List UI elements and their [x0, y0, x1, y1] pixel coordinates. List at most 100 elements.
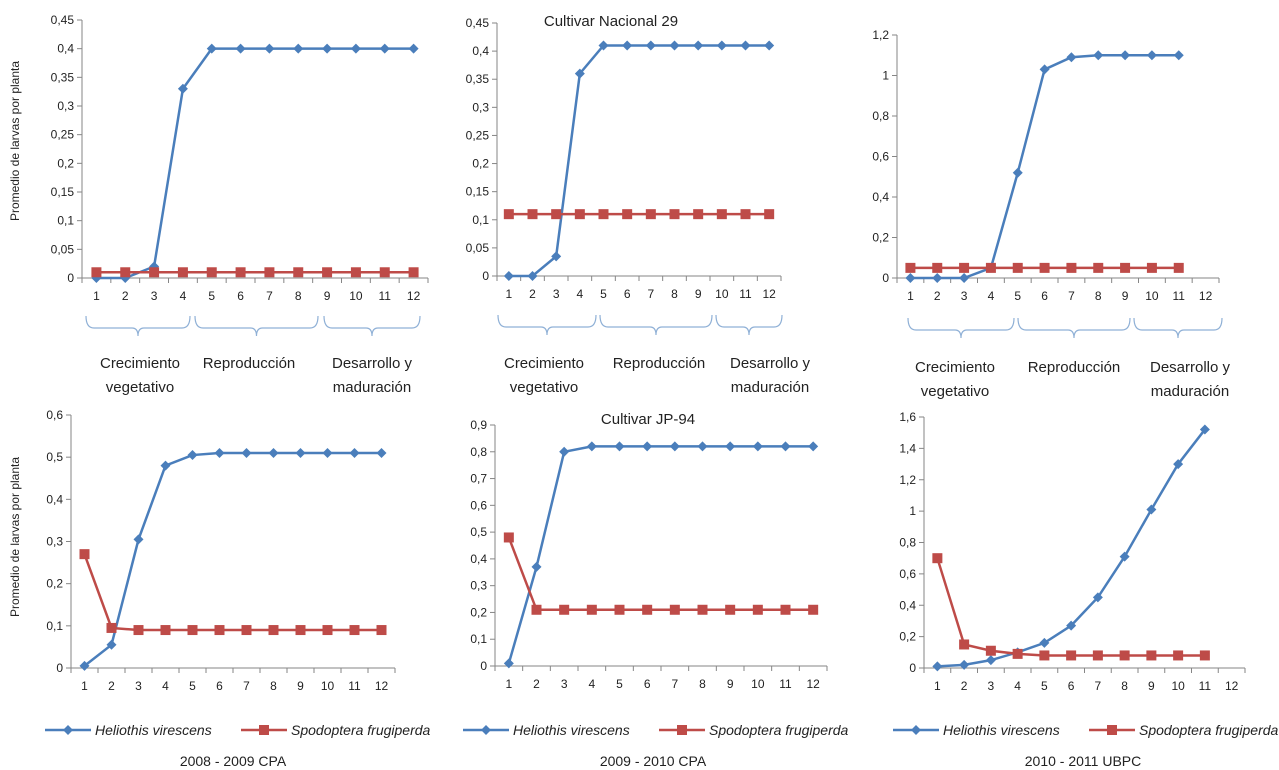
- panel-bottom-right: 00,20,40,60,811,21,41,61 2 3 4 5 6 7 8 9 10 11 12: [899, 410, 1246, 693]
- cultivar-title-top: Cultivar Nacional 29: [544, 13, 678, 30]
- data-point-heliothis: [740, 40, 751, 51]
- phase-label: Reproducción: [1028, 359, 1121, 376]
- data-point-heliothis: [503, 658, 514, 669]
- data-point-heliothis: [669, 441, 680, 452]
- data-point-heliothis: [1173, 459, 1184, 470]
- data-point-heliothis: [214, 447, 225, 458]
- data-point-heliothis: [322, 447, 333, 458]
- x-tick-label: 7: [647, 287, 654, 301]
- data-point-spodoptera: [235, 267, 246, 278]
- data-point-heliothis: [985, 655, 996, 666]
- y-tick-label: 0,1: [46, 619, 63, 633]
- y-tick-label: 0,05: [51, 242, 75, 256]
- data-point-heliothis: [187, 450, 198, 461]
- x-tick-label: 10: [349, 289, 363, 303]
- x-tick-label: 6: [216, 679, 223, 693]
- data-point-heliothis: [322, 43, 333, 54]
- y-tick-label: 0,2: [472, 157, 489, 171]
- phase-label: Desarrollo y maduración: [730, 355, 811, 396]
- legend-marker-spodoptera: [259, 725, 269, 735]
- data-point-heliothis: [1119, 551, 1130, 562]
- data-point-spodoptera: [559, 604, 570, 615]
- data-point-heliothis: [1093, 50, 1104, 61]
- period-caption-middle: 2009 - 2010 CPA: [600, 753, 707, 769]
- x-tick-label: 11: [379, 289, 392, 303]
- data-point-spodoptera: [551, 209, 562, 220]
- data-point-spodoptera: [214, 625, 225, 636]
- x-tick-label: 3: [561, 677, 568, 691]
- data-point-spodoptera: [91, 267, 102, 278]
- x-tick-label: 2: [961, 679, 968, 693]
- data-point-spodoptera: [586, 604, 597, 615]
- data-point-heliothis: [376, 447, 387, 458]
- data-point-heliothis: [1120, 50, 1131, 61]
- data-point-heliothis: [527, 271, 538, 281]
- y-tick-label: 0,7: [470, 472, 487, 486]
- data-point-heliothis: [780, 441, 791, 452]
- data-point-heliothis: [932, 273, 943, 283]
- data-point-spodoptera: [614, 604, 625, 615]
- phase-brace: [1017, 317, 1131, 339]
- data-point-spodoptera: [322, 625, 333, 636]
- y-tick-label: 1,2: [899, 473, 916, 487]
- legend-label-spodoptera: Spodoptera frugiperda: [291, 722, 431, 738]
- phase-brace: [497, 314, 597, 336]
- x-tick-label: 9: [695, 287, 702, 301]
- y-tick-label: 0,2: [57, 156, 74, 170]
- y-axis-label-bottom: Promedio de larvas por planta: [8, 457, 22, 617]
- data-point-spodoptera: [642, 604, 653, 615]
- panel-top-right: 00,20,40,60,811,21 2 3 4 5 6 7 8 9 10 11 12: [872, 28, 1220, 303]
- data-point-spodoptera: [349, 625, 360, 636]
- data-point-heliothis: [295, 447, 306, 458]
- data-point-heliothis: [264, 43, 275, 54]
- data-point-spodoptera: [740, 209, 751, 220]
- series-line-spodoptera: [83, 553, 382, 632]
- y-tick-label: 0,9: [470, 418, 487, 432]
- legend-middle: Heliothis virescens Spodoptera frugiperda: [463, 722, 849, 738]
- data-point-heliothis: [379, 43, 390, 54]
- data-point-spodoptera: [1119, 650, 1130, 661]
- data-point-spodoptera: [322, 267, 333, 278]
- data-point-spodoptera: [959, 639, 970, 650]
- data-point-spodoptera: [1120, 262, 1131, 273]
- data-point-spodoptera: [808, 604, 819, 615]
- x-tick-label: 11: [1199, 679, 1212, 693]
- data-point-spodoptera: [1173, 262, 1184, 273]
- data-point-heliothis: [1199, 424, 1210, 435]
- data-point-spodoptera: [79, 549, 90, 560]
- x-tick-label: 1: [81, 679, 88, 693]
- series-line-spodoptera: [507, 537, 814, 612]
- y-tick-label: 0,1: [472, 213, 489, 227]
- data-point-spodoptera: [120, 267, 131, 278]
- x-tick-label: 10: [715, 287, 729, 301]
- y-tick-label: 0,4: [472, 44, 489, 58]
- data-point-spodoptera: [693, 209, 704, 220]
- data-point-spodoptera: [1146, 262, 1157, 273]
- y-tick-label: 0,5: [470, 525, 487, 539]
- x-tick-label: 11: [779, 677, 792, 691]
- x-tick-label: 11: [1173, 289, 1186, 303]
- phase-brace: [85, 315, 191, 337]
- x-tick-label: 12: [1199, 289, 1213, 303]
- x-tick-label: 11: [739, 287, 752, 301]
- data-point-spodoptera: [697, 604, 708, 615]
- x-tick-label: 2: [529, 287, 536, 301]
- y-tick-label: 0,6: [470, 498, 487, 512]
- x-tick-label: 4: [576, 287, 583, 301]
- x-tick-label: 5: [1041, 679, 1048, 693]
- y-tick-label: 0: [882, 271, 889, 285]
- data-point-spodoptera: [905, 262, 916, 273]
- y-tick-label: 0,4: [470, 552, 487, 566]
- panel-top-middle: 00,050,10,150,20,250,30,350,40,451 2 3 4 5 6 7…: [466, 16, 782, 301]
- y-tick-label: 0,2: [46, 577, 63, 591]
- y-tick-label: 1,6: [899, 410, 916, 424]
- phase-brace: [323, 315, 421, 337]
- data-point-spodoptera: [241, 625, 252, 636]
- data-point-spodoptera: [1066, 650, 1077, 661]
- x-tick-label: 2: [108, 679, 115, 693]
- x-tick-label: 4: [162, 679, 169, 693]
- y-tick-label: 0: [482, 269, 489, 283]
- y-tick-label: 0,3: [470, 579, 487, 593]
- series-line-spodoptera: [936, 557, 1205, 657]
